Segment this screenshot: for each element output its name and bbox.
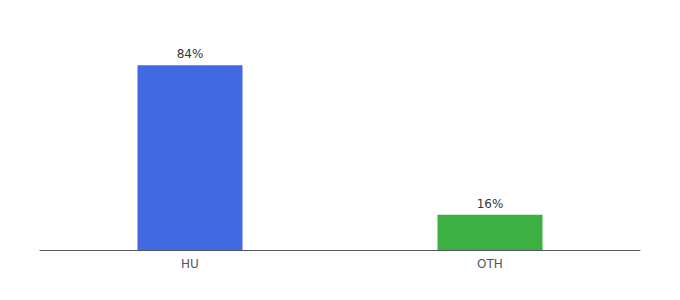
svg-text:HU: HU: [181, 257, 199, 271]
svg-text:OTH: OTH: [477, 257, 503, 271]
svg-text:84%: 84%: [177, 47, 204, 61]
svg-text:16%: 16%: [477, 197, 504, 211]
